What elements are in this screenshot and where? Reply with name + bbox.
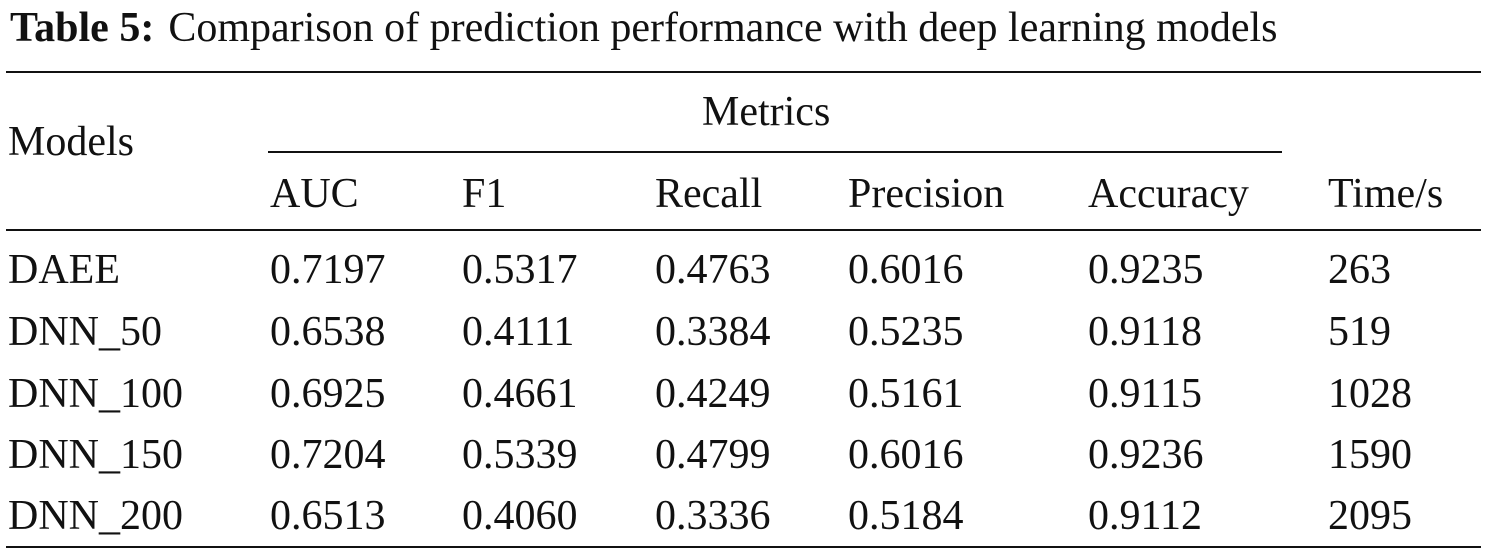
f1-value: 0.4111: [462, 309, 575, 355]
header-rule: [6, 229, 1481, 231]
auc-value: 0.7204: [270, 432, 386, 478]
accuracy-value: 0.9235: [1088, 247, 1204, 293]
precision-value: 0.5235: [848, 309, 964, 355]
auc-value: 0.7197: [270, 247, 386, 293]
accuracy-value: 0.9118: [1088, 309, 1202, 355]
column-header-auc: AUC: [270, 171, 359, 217]
time-value: 1590: [1328, 432, 1412, 478]
f1-value: 0.5339: [462, 432, 578, 478]
metrics-rule: [268, 151, 1282, 153]
table-caption-text: Comparison of prediction performance wit…: [168, 5, 1278, 51]
f1-value: 0.4060: [462, 493, 578, 539]
bottom-rule: [6, 546, 1481, 548]
recall-value: 0.4249: [655, 371, 771, 417]
accuracy-value: 0.9115: [1088, 371, 1202, 417]
table-caption: Table 5: Comparison of prediction perform…: [10, 2, 1278, 54]
f1-value: 0.4661: [462, 371, 578, 417]
model-name: DNN_200: [8, 493, 183, 539]
precision-value: 0.5161: [848, 371, 964, 417]
recall-value: 0.4763: [655, 247, 771, 293]
precision-value: 0.6016: [848, 432, 964, 478]
models-header: Models: [8, 119, 134, 165]
auc-value: 0.6513: [270, 493, 386, 539]
table-caption-label: Table 5:: [10, 5, 155, 51]
recall-value: 0.3384: [655, 309, 771, 355]
column-header-precision: Precision: [848, 171, 1005, 217]
model-name: DNN_100: [8, 371, 183, 417]
top-rule: [6, 71, 1481, 73]
model-name: DAEE: [8, 247, 120, 293]
auc-value: 0.6925: [270, 371, 386, 417]
precision-value: 0.6016: [848, 247, 964, 293]
auc-value: 0.6538: [270, 309, 386, 355]
f1-value: 0.5317: [462, 247, 578, 293]
column-header-time: Time/s: [1328, 171, 1444, 217]
recall-value: 0.3336: [655, 493, 771, 539]
column-header-recall: Recall: [655, 171, 763, 217]
time-value: 2095: [1328, 493, 1412, 539]
recall-value: 0.4799: [655, 432, 771, 478]
column-header-f1: F1: [462, 171, 507, 217]
time-value: 519: [1328, 309, 1391, 355]
time-value: 263: [1328, 247, 1391, 293]
model-name: DNN_150: [8, 432, 183, 478]
precision-value: 0.5184: [848, 493, 964, 539]
metrics-header: Metrics: [702, 89, 831, 135]
time-value: 1028: [1328, 371, 1412, 417]
accuracy-value: 0.9236: [1088, 432, 1204, 478]
column-header-accuracy: Accuracy: [1088, 171, 1249, 217]
accuracy-value: 0.9112: [1088, 493, 1202, 539]
model-name: DNN_50: [8, 309, 162, 355]
